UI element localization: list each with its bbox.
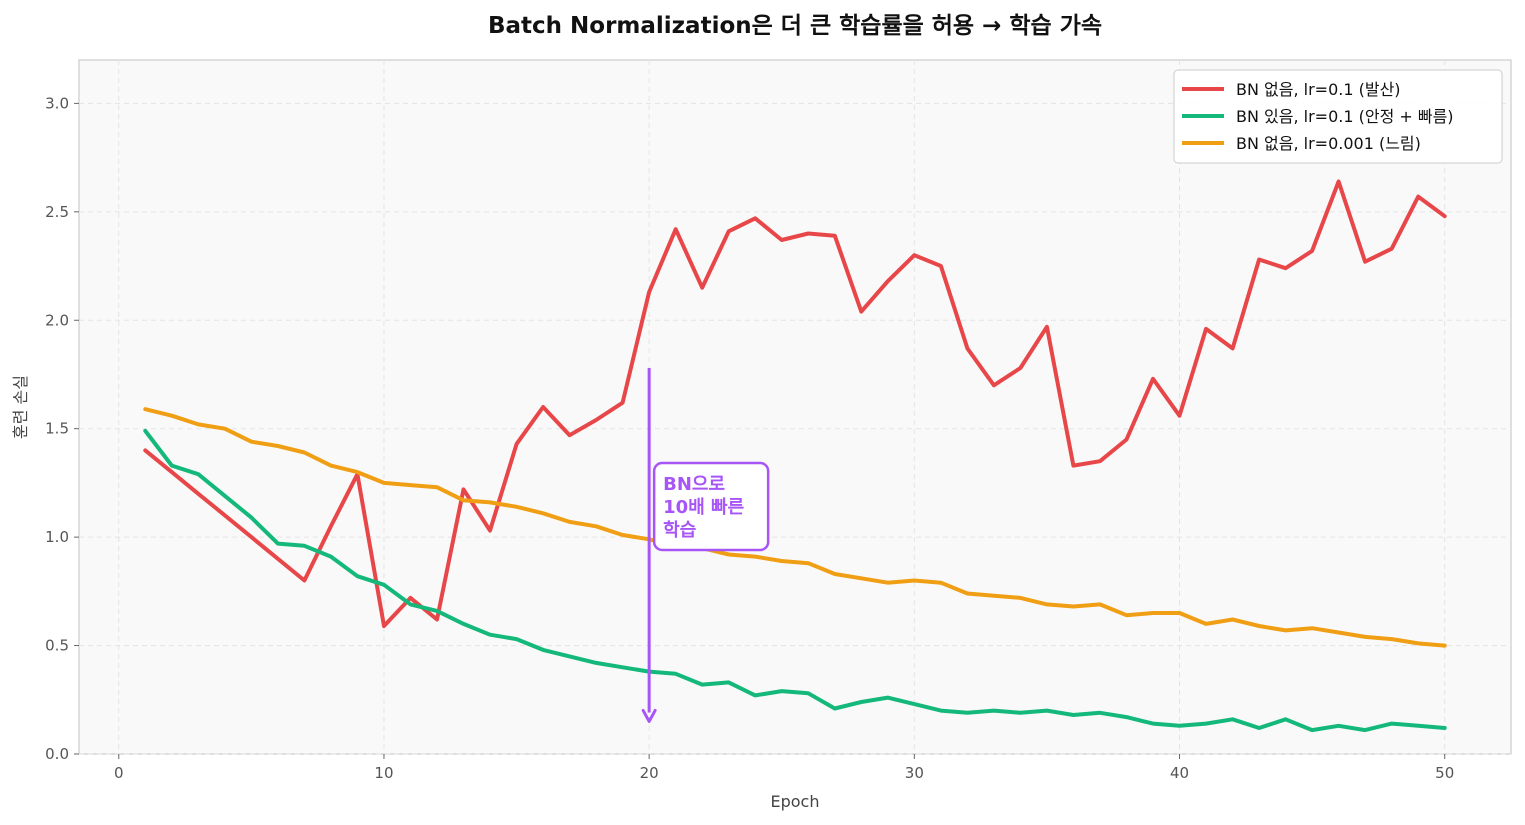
y-tick-label: 0.5: [45, 637, 69, 655]
chart-title: Batch Normalization은 더 큰 학습률을 허용 → 학습 가속: [488, 13, 1102, 39]
x-tick-label: 20: [640, 764, 659, 782]
y-axis-label: 훈련 손실: [11, 375, 30, 439]
x-tick-label: 30: [905, 764, 924, 782]
legend-entry: BN 없음, lr=0.1 (발산): [1236, 80, 1401, 99]
y-tick-label: 3.0: [45, 94, 69, 112]
annotation-arrow-head: [641, 708, 657, 723]
x-tick-label: 10: [374, 764, 393, 782]
x-tick-label: 0: [114, 764, 124, 782]
legend-entry: BN 없음, lr=0.001 (느림): [1236, 134, 1421, 153]
y-tick-label: 0.0: [45, 745, 69, 763]
grid-lines: [79, 60, 1511, 755]
legend-box: [1173, 69, 1503, 164]
y-tick-label: 1.5: [45, 420, 69, 438]
series-line-1: [143, 179, 1447, 628]
annotation-text-line: 10배 빠른: [663, 497, 744, 518]
series-line-3: [143, 407, 1447, 648]
series-layer: [143, 179, 1447, 733]
y-tick-label: 2.0: [45, 311, 69, 329]
y-tick-label: 1.0: [45, 528, 69, 546]
x-tick-label: 40: [1170, 764, 1189, 782]
y-tick-label: 2.5: [45, 203, 69, 221]
series-line-2: [143, 428, 1447, 733]
legend-entry: BN 있음, lr=0.1 (안정 + 빠름): [1236, 107, 1454, 126]
annotation-text-line: 학습: [663, 519, 696, 541]
annotation-box: [652, 461, 770, 552]
axis-ticks: 0 10 20 30 40 50 0.0 0.5 1.0 1.5 2.0 2.5 3.0: [45, 94, 1454, 782]
annotation-text-line: BN으로: [663, 474, 725, 495]
plot-area: [78, 59, 1512, 755]
legend: BN 없음, lr=0.1 (발산) BN 있음, lr=0.1 (안정 + 빠름…: [1173, 69, 1503, 164]
x-tick-label: 50: [1435, 764, 1454, 782]
x-axis-label: Epoch: [771, 792, 820, 811]
